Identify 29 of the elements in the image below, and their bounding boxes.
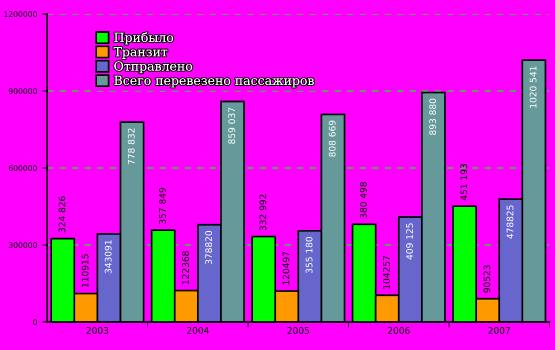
data-label: 122368 <box>182 251 189 284</box>
data-label: 409 125 <box>406 223 413 260</box>
data-label: 332 992 <box>259 194 266 230</box>
data-label: 859 037 <box>228 108 236 144</box>
legend-label: Всего перевезено пассажиров <box>114 76 314 88</box>
legend-label: Транзит <box>114 47 168 59</box>
legend-label: Отправлено <box>114 61 192 74</box>
data-label: 324 826 <box>58 196 66 232</box>
data-label: 451 193 <box>460 164 468 200</box>
data-label: 120497 <box>282 252 290 285</box>
data-label: 90523 <box>483 265 490 293</box>
data-label: 893 880 <box>429 98 436 135</box>
data-label: 478825 <box>506 205 514 239</box>
data-label: 357 849 <box>158 188 166 224</box>
x-tick-label: 2005 <box>287 327 310 334</box>
legend-label: Прибыло <box>114 32 174 44</box>
x-tick-label: 2004 <box>187 327 209 334</box>
data-label: 380 498 <box>360 182 367 218</box>
data-label: 104257 <box>383 256 390 289</box>
data-label: 343091 <box>104 240 112 274</box>
x-tick-label: 2007 <box>488 327 510 334</box>
x-tick-label: 2006 <box>388 327 410 334</box>
data-label: 1020 541 <box>530 66 536 108</box>
data-label: 808 669 <box>328 120 336 157</box>
data-label: 355 180 <box>306 236 312 274</box>
x-tick-label: 2003 <box>86 327 108 334</box>
data-label: 778 832 <box>128 128 135 164</box>
data-label: 110915 <box>82 254 88 287</box>
data-label: 378820 <box>205 230 212 264</box>
